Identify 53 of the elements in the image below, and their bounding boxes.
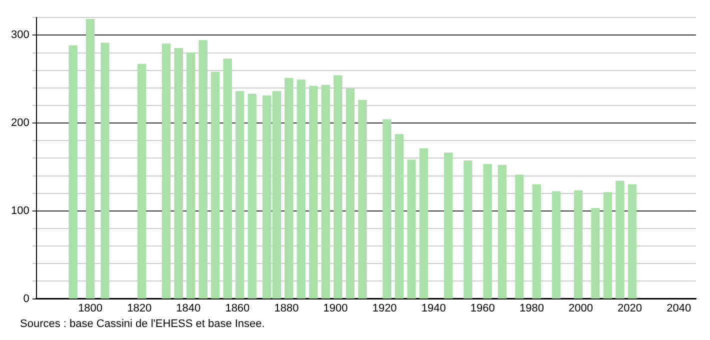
bar bbox=[407, 160, 416, 299]
x-tick-label: 2040 bbox=[666, 302, 692, 314]
x-tick-label: 2000 bbox=[568, 302, 593, 314]
bar bbox=[86, 19, 95, 299]
bar bbox=[321, 84, 330, 299]
bar bbox=[616, 180, 624, 299]
x-tick-label: 1800 bbox=[78, 302, 103, 314]
bar bbox=[552, 191, 561, 299]
y-tick-label: 200 bbox=[10, 117, 30, 130]
bar bbox=[444, 152, 453, 299]
bar bbox=[100, 42, 110, 299]
x-tick-label: 1860 bbox=[225, 302, 250, 314]
x-tick-label: 1820 bbox=[127, 302, 152, 314]
x-tick-label: 1880 bbox=[274, 302, 299, 314]
bar bbox=[309, 86, 318, 299]
y-tick-label: 100 bbox=[10, 204, 30, 217]
bar bbox=[296, 80, 306, 299]
bar bbox=[603, 192, 612, 299]
bar bbox=[464, 160, 472, 299]
bar bbox=[248, 94, 256, 299]
bar bbox=[574, 190, 583, 299]
bar bbox=[211, 72, 220, 299]
bar bbox=[284, 78, 294, 299]
bar bbox=[532, 184, 541, 299]
bar bbox=[483, 164, 492, 299]
bar bbox=[68, 45, 78, 299]
y-tick-label: 0 bbox=[23, 292, 30, 305]
bar bbox=[334, 75, 342, 299]
bar bbox=[162, 44, 171, 299]
x-tick-label: 2020 bbox=[618, 302, 642, 314]
bar bbox=[419, 148, 428, 299]
bar bbox=[236, 91, 244, 299]
x-tick-label: 1960 bbox=[470, 302, 495, 314]
bar bbox=[137, 64, 146, 299]
x-tick-label: 1940 bbox=[421, 302, 446, 314]
x-tick-label: 1980 bbox=[519, 302, 544, 314]
bar bbox=[186, 52, 196, 299]
bar bbox=[198, 40, 208, 299]
bar bbox=[382, 119, 392, 299]
x-tick-label: 1840 bbox=[176, 302, 201, 314]
bar bbox=[628, 184, 637, 299]
bar bbox=[394, 134, 404, 299]
bar bbox=[515, 174, 524, 299]
x-tick-label: 1900 bbox=[323, 302, 348, 314]
bar bbox=[591, 208, 600, 299]
y-tick-label: 300 bbox=[10, 29, 30, 42]
bar bbox=[223, 58, 232, 299]
bar bbox=[346, 88, 355, 299]
bar bbox=[174, 48, 183, 299]
source-note: Sources : base Cassini de l'EHESS et base Insee. bbox=[20, 318, 266, 330]
bar bbox=[498, 164, 507, 299]
x-tick-label: 1920 bbox=[372, 302, 397, 314]
bar bbox=[358, 100, 367, 299]
